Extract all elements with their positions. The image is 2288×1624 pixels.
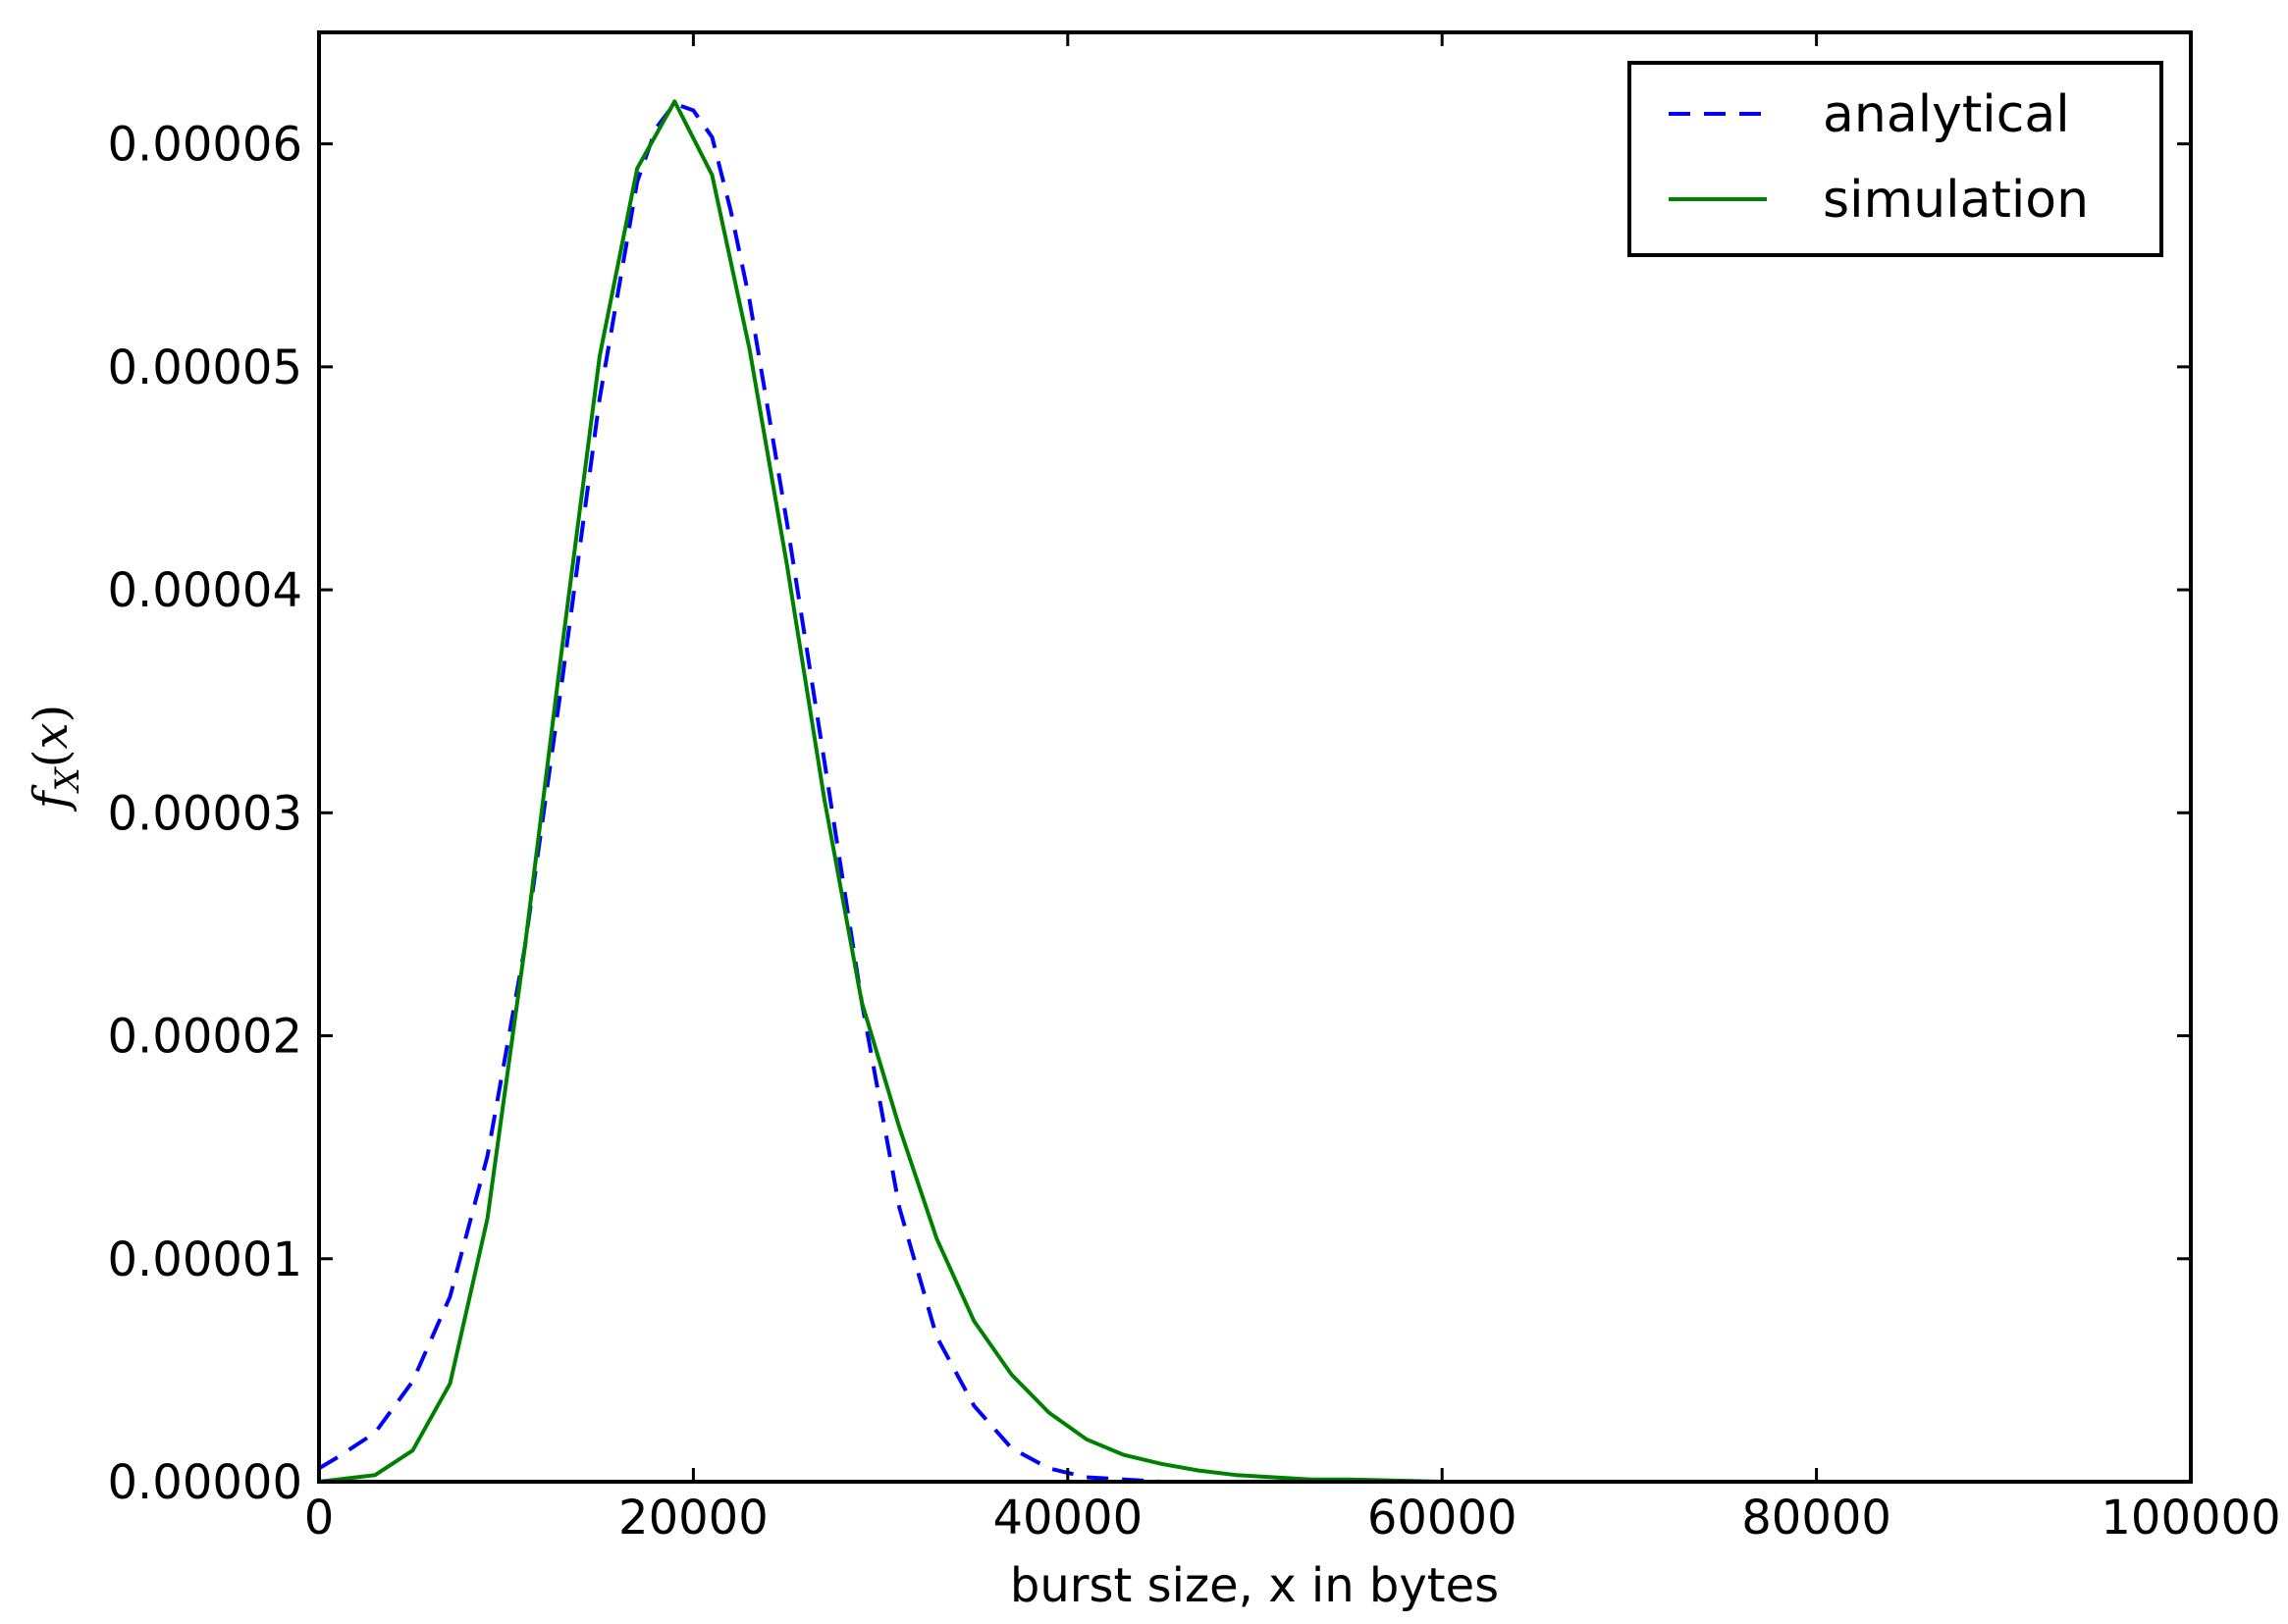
legend-label-analytical: analytical (1823, 85, 2070, 144)
y-axis-label: fX(x) (24, 705, 87, 812)
tick-labels-layer: 0 20000 40000 60000 80000 100000 0.00000 0.0000… (108, 118, 2281, 1545)
y-axis-label-sub: X (48, 766, 87, 795)
legend-label-simulation: simulation (1823, 171, 2089, 230)
y-tick-label: 0.00003 (108, 786, 303, 841)
series-line-analytical (317, 101, 1443, 1484)
x-tick-label: 60000 (1367, 1491, 1517, 1545)
series-line-simulation (318, 99, 1443, 1484)
y-tick-label: 0.00000 (108, 1455, 303, 1510)
legend-box (1627, 61, 2163, 257)
y-tick-label: 0.00006 (108, 118, 303, 173)
y-tick-label: 0.00005 (108, 341, 303, 395)
x-tick-label: 0 (304, 1491, 335, 1545)
y-axis-label-arg: (x) (24, 705, 79, 768)
x-tick-label: 40000 (992, 1491, 1143, 1545)
y-tick-label: 0.00002 (108, 1010, 303, 1065)
y-tick-label: 0.00004 (108, 563, 303, 618)
y-tick-label: 0.00001 (108, 1232, 303, 1287)
ticks-layer (317, 32, 2193, 1484)
series-layer (317, 99, 1443, 1484)
x-tick-label: 80000 (1741, 1491, 1891, 1545)
x-axis-label: burst size, x in bytes (1010, 1558, 1499, 1613)
plot-frame (317, 30, 2193, 1484)
x-tick-label: 100000 (2101, 1491, 2280, 1545)
x-tick-label: 20000 (618, 1491, 769, 1545)
legend: analytical simulation (1627, 61, 2163, 257)
